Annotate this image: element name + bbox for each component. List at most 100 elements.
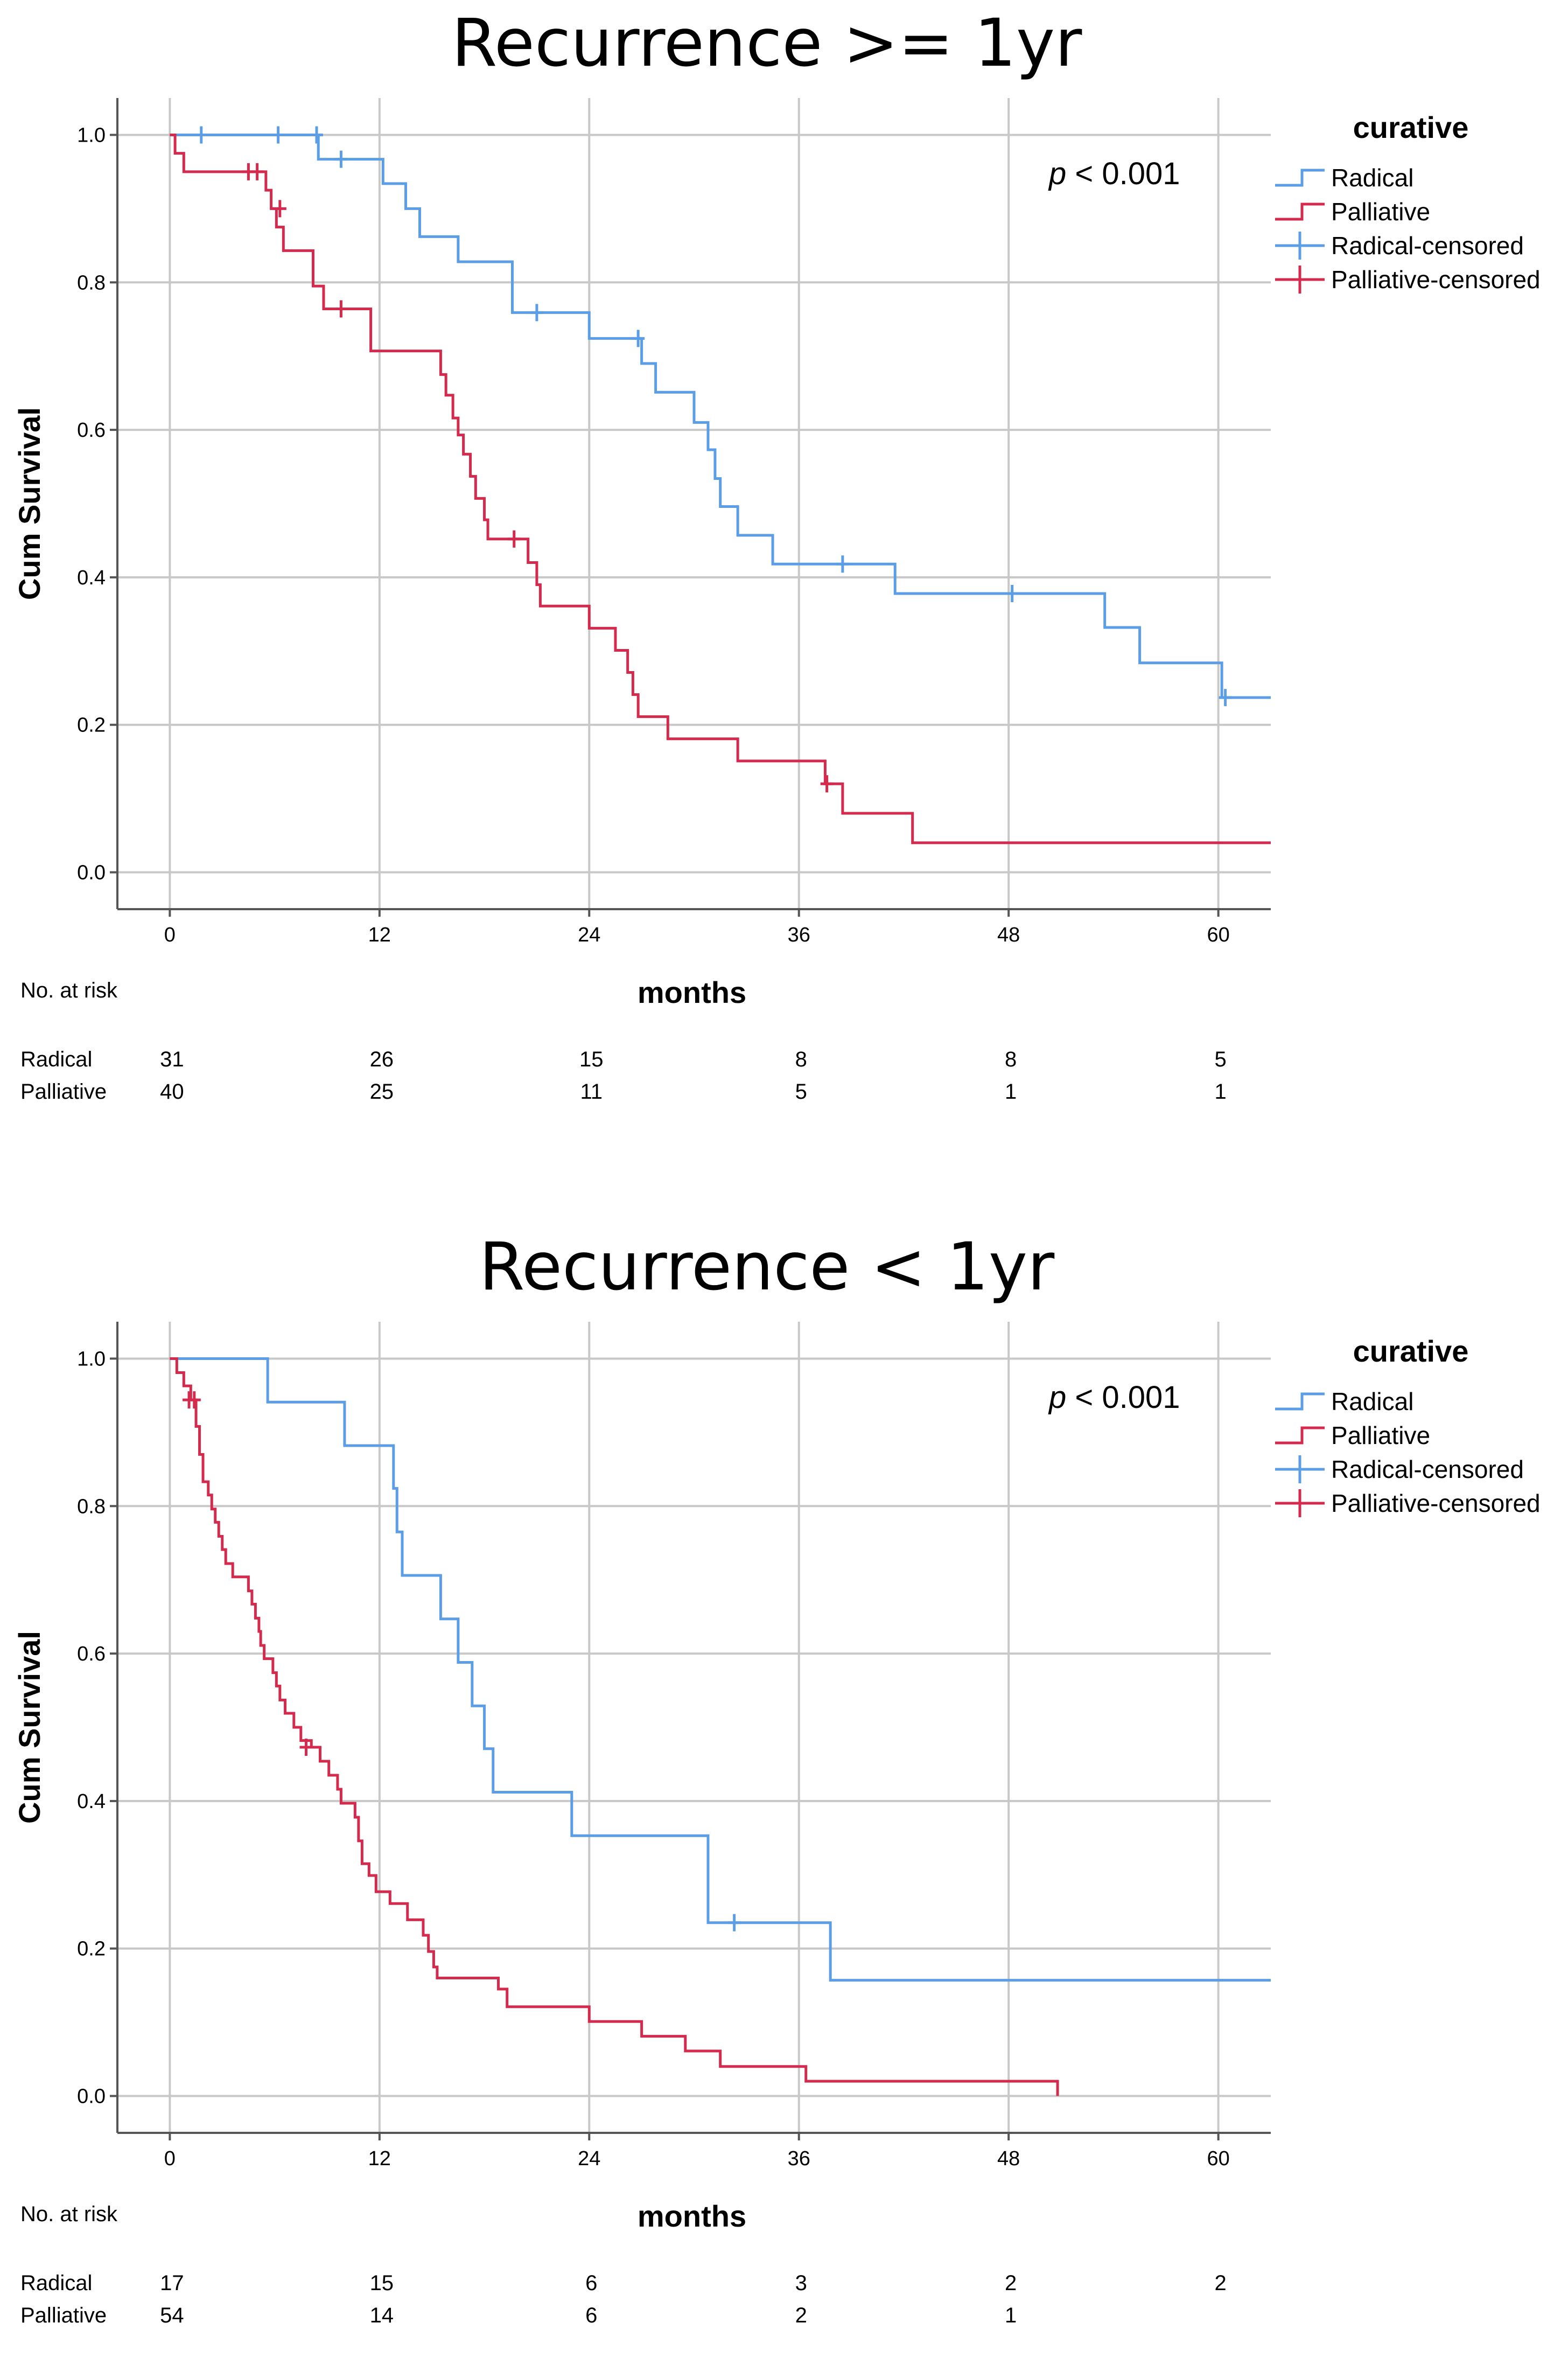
series-line-radical <box>170 1357 1271 1982</box>
risk-value: 5 <box>795 1080 807 1104</box>
legend-entry: Radical-censored <box>1331 1455 1524 1483</box>
x-tick-label: 12 <box>368 2147 391 2170</box>
risk-value: 5 <box>1215 1048 1227 1071</box>
risk-value: 1 <box>1215 1080 1227 1104</box>
series-line-radical <box>170 133 1271 699</box>
risk-value: 15 <box>579 1048 604 1071</box>
risk-value: 17 <box>160 2271 184 2295</box>
censor-mark-radical <box>271 126 285 144</box>
censor-mark-palliative <box>299 1738 313 1756</box>
y-tick-label: 0.4 <box>77 1790 106 1813</box>
x-tick-label: 60 <box>1207 2147 1229 2170</box>
legend-swatch-line <box>1275 169 1325 187</box>
legend-entry: Palliative-censored <box>1331 266 1541 294</box>
censor-mark-radical <box>334 150 348 168</box>
p-value-text: < 0.001 <box>1066 1380 1180 1415</box>
risk-value: 54 <box>160 2304 184 2327</box>
x-tick-label: 48 <box>997 924 1020 946</box>
legend-swatch-censor <box>1275 1455 1325 1483</box>
legend-swatch-line <box>1275 1392 1325 1411</box>
censor-mark-palliative <box>187 1391 201 1409</box>
legend-title: curative <box>1353 1334 1469 1368</box>
censor-mark-palliative <box>273 200 286 218</box>
risk-row-label: Radical <box>20 1048 92 1071</box>
chart-title: Recurrence < 1yr <box>479 1229 1055 1305</box>
censor-mark-palliative <box>250 163 264 180</box>
y-axis-label: Cum Survival <box>12 407 46 600</box>
legend-entry: Radical-censored <box>1331 232 1524 260</box>
censor-mark-palliative <box>334 300 348 318</box>
risk-value: 3 <box>795 2271 807 2295</box>
y-tick-label: 0.0 <box>77 2085 106 2108</box>
y-tick-label: 0.8 <box>77 271 106 294</box>
risk-value: 40 <box>160 1080 184 1104</box>
series-line-palliative <box>170 133 1271 845</box>
censor-mark-radical <box>530 304 543 322</box>
risk-value: 2 <box>795 2304 807 2327</box>
legend-entry: Radical <box>1331 1387 1413 1415</box>
risk-value: 11 <box>580 1080 603 1104</box>
p-value-text: < 0.001 <box>1066 156 1180 191</box>
y-tick-label: 0.8 <box>77 1495 106 1518</box>
risk-value: 31 <box>160 1048 184 1071</box>
censor-mark-radical <box>310 126 323 144</box>
x-tick-label: 36 <box>788 2147 810 2170</box>
legend-entry: Radical <box>1331 164 1413 192</box>
censor-mark-palliative <box>507 530 521 548</box>
risk-row-label: Radical <box>20 2271 92 2295</box>
risk-value: 15 <box>370 2271 394 2295</box>
risk-value: 2 <box>1005 2271 1017 2295</box>
risk-value: 1 <box>1005 2304 1017 2327</box>
risk-table-heading: No. at risk <box>20 979 118 1002</box>
p-value-annotation: p < 0.001 <box>1048 156 1180 191</box>
legend-swatch-line <box>1275 1426 1325 1445</box>
risk-value: 26 <box>370 1048 394 1071</box>
risk-value: 25 <box>370 1080 394 1104</box>
y-tick-label: 0.6 <box>77 419 106 442</box>
x-axis-label: months <box>638 2199 746 2233</box>
y-tick-label: 0.6 <box>77 1643 106 1665</box>
x-tick-label: 24 <box>578 2147 600 2170</box>
y-tick-label: 1.0 <box>77 1348 106 1370</box>
risk-value: 2 <box>1215 2271 1227 2295</box>
legend-swatch-line <box>1275 203 1325 221</box>
y-tick-label: 0.4 <box>77 567 106 589</box>
risk-value: 6 <box>585 2304 597 2327</box>
risk-value: 8 <box>1005 1048 1017 1071</box>
chart-title: Recurrence >= 1yr <box>452 5 1083 81</box>
risk-table-heading: No. at risk <box>20 2202 118 2226</box>
y-tick-label: 0.2 <box>77 1938 106 1961</box>
risk-value: 14 <box>370 2304 394 2327</box>
y-tick-label: 0.0 <box>77 862 106 884</box>
x-tick-label: 24 <box>578 924 600 946</box>
censor-mark-radical <box>1219 689 1232 707</box>
x-tick-label: 48 <box>997 2147 1020 2170</box>
x-tick-label: 60 <box>1207 924 1229 946</box>
legend-entry: Palliative <box>1331 198 1430 226</box>
legend-entry: Palliative-censored <box>1331 1489 1541 1517</box>
x-tick-label: 36 <box>788 924 810 946</box>
x-tick-label: 0 <box>164 2147 176 2170</box>
p-value-annotation: p < 0.001 <box>1048 1380 1180 1415</box>
legend-title: curative <box>1353 110 1469 144</box>
y-tick-label: 1.0 <box>77 124 106 146</box>
risk-row-label: Palliative <box>20 2304 107 2327</box>
y-axis-label: Cum Survival <box>12 1631 46 1824</box>
y-tick-label: 0.2 <box>77 714 106 737</box>
censor-mark-palliative <box>820 775 834 793</box>
legend-entry: Palliative <box>1331 1421 1430 1449</box>
risk-value: 6 <box>585 2271 597 2295</box>
risk-row-label: Palliative <box>20 1080 107 1104</box>
x-tick-label: 0 <box>164 924 176 946</box>
censor-mark-radical <box>727 1914 741 1931</box>
p-symbol: p <box>1048 156 1066 191</box>
legend-swatch-censor <box>1275 266 1325 294</box>
risk-value: 1 <box>1005 1080 1017 1104</box>
series-line-palliative <box>170 1357 1059 2096</box>
legend-swatch-censor <box>1275 1489 1325 1517</box>
censor-mark-radical <box>194 126 208 144</box>
censor-mark-radical <box>836 555 849 573</box>
risk-value: 8 <box>795 1048 807 1071</box>
